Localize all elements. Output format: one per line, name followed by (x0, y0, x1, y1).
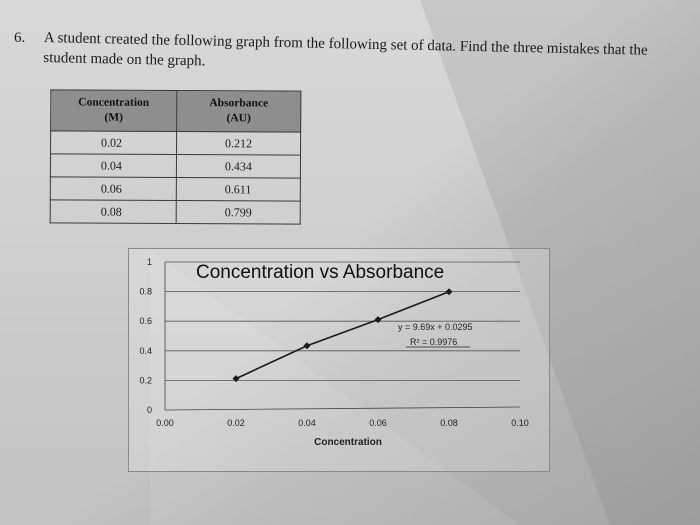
data-point (303, 342, 311, 350)
x-tick-label: 0.10 (511, 418, 529, 428)
r-squared-label: R² = 0.9976 (410, 337, 457, 347)
y-tick-label: 0 (147, 405, 152, 415)
x-axis-label: Concentration (314, 437, 382, 448)
x-tick-label: 0.08 (440, 418, 458, 428)
data-point (445, 288, 453, 296)
data-point (232, 375, 240, 383)
y-tick-label: 0.6 (139, 316, 152, 326)
y-tick-label: 0.4 (139, 346, 152, 356)
x-tick-label: 0.06 (369, 418, 387, 428)
y-tick-label: 1 (147, 257, 152, 267)
x-tick-label: 0.02 (227, 418, 245, 428)
chart-frame (128, 248, 550, 472)
x-axis (164, 406, 521, 411)
y-tick-label: 0.2 (139, 375, 152, 385)
x-tick-label: 0.04 (298, 418, 316, 428)
series-line (235, 291, 450, 380)
chart-title: Concentration vs Absorbance (196, 262, 445, 283)
x-tick-label: 0.00 (156, 418, 174, 428)
y-tick-label: 0.8 (139, 287, 152, 297)
trendline-equation: y = 9.69x + 0.0295 (398, 322, 473, 332)
question-number: 6. (14, 30, 26, 46)
data-point (374, 316, 382, 324)
